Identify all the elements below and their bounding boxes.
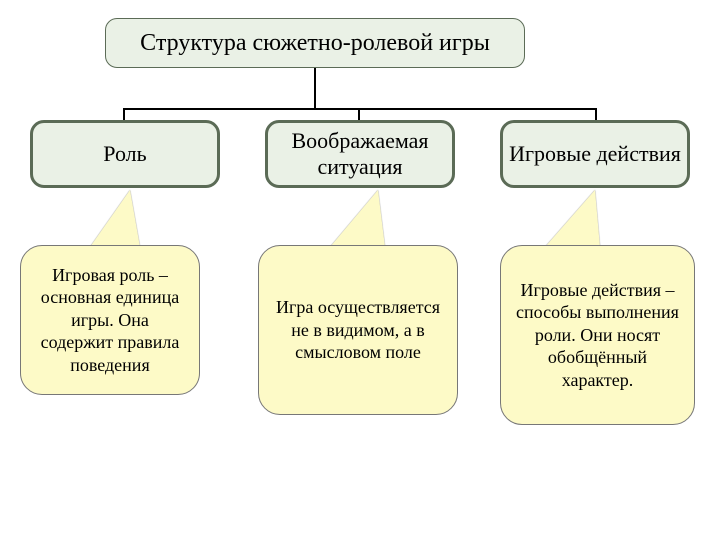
- callout-actions: Игровые действия – способы выполнения ро…: [500, 245, 695, 425]
- callout-role: Игровая роль – основная единица игры. Он…: [20, 245, 200, 395]
- callout-tail-situation: [330, 190, 385, 247]
- callout-text: Игровая роль – основная единица игры. Он…: [33, 264, 187, 377]
- callout-text: Игра осуществляется не в видимом, а в см…: [271, 296, 445, 364]
- connector-stem-top: [314, 68, 316, 108]
- connector-horizontal: [123, 108, 597, 110]
- category-box-actions: Игровые действия: [500, 120, 690, 188]
- callout-situation: Игра осуществляется не в видимом, а в см…: [258, 245, 458, 415]
- category-label: Роль: [103, 141, 146, 167]
- category-label: Воображаемая ситуация: [268, 128, 452, 181]
- category-label: Игровые действия: [509, 141, 681, 167]
- callout-text: Игровые действия – способы выполнения ро…: [513, 279, 682, 392]
- category-box-situation: Воображаемая ситуация: [265, 120, 455, 188]
- title-box: Структура сюжетно-ролевой игры: [105, 18, 525, 68]
- callout-tail-role: [90, 190, 140, 247]
- title-text: Структура сюжетно-ролевой игры: [140, 29, 490, 58]
- callout-tail-actions: [545, 190, 600, 247]
- category-box-role: Роль: [30, 120, 220, 188]
